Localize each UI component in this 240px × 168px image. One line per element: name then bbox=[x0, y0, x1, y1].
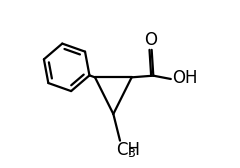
Text: CH: CH bbox=[116, 141, 140, 159]
Text: O: O bbox=[144, 31, 157, 49]
Text: OH: OH bbox=[172, 69, 197, 87]
Text: 3: 3 bbox=[127, 147, 135, 160]
